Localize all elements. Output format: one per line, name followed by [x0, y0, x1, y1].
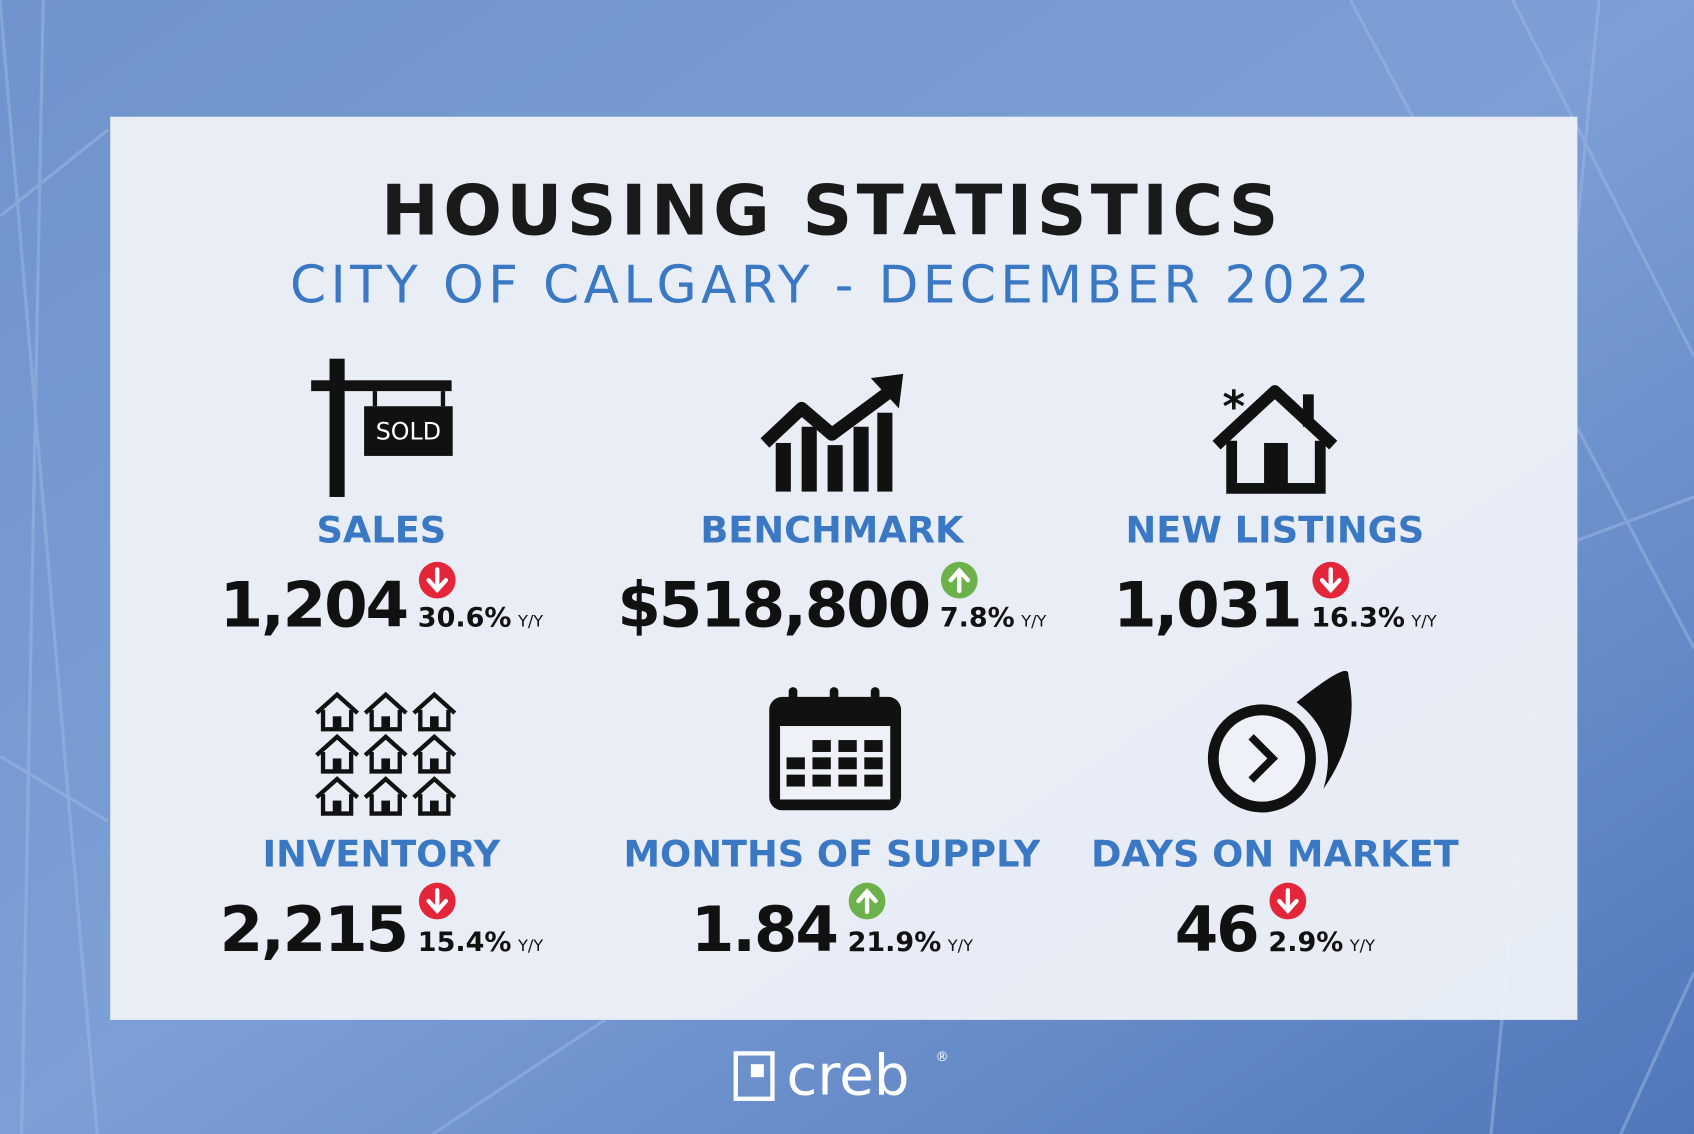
stat-unit: Y/Y: [1410, 612, 1436, 631]
change-arrow: [426, 567, 449, 594]
calendar-cell: [864, 774, 883, 787]
logo-text: creb: [787, 1043, 910, 1108]
stat-label: MONTHS OF SUPPLY: [623, 832, 1040, 875]
small-door: [332, 800, 342, 814]
logo: creb ®: [733, 1043, 949, 1108]
small-door: [429, 800, 439, 814]
stat-unit: Y/Y: [517, 612, 543, 631]
sold-text: SOLD: [376, 418, 441, 446]
change-arrow: [856, 888, 878, 915]
stat-change: 16.3%: [1311, 603, 1405, 634]
stat-label: NEW LISTINGS: [1126, 508, 1425, 551]
calendar-cell: [864, 757, 883, 770]
small-door: [429, 758, 439, 772]
stat-label: INVENTORY: [263, 832, 501, 875]
stat-unit: Y/Y: [1349, 936, 1375, 955]
svg-text:*: *: [1223, 382, 1246, 432]
stat-value: $518,800: [617, 569, 929, 642]
icon-calendar: [769, 687, 902, 811]
stats: SALES 1,204 30.6% Y/Y BENCHMARK $518,800 7.8% Y…: [220, 508, 1459, 965]
calendar-cell: [838, 740, 857, 752]
small-door: [381, 800, 391, 814]
logo-mark: ®: [936, 1050, 949, 1065]
stat-value: 2,215: [220, 893, 407, 966]
stat-label: BENCHMARK: [700, 508, 965, 551]
stat-change: 7.8%: [940, 603, 1015, 634]
title: HOUSING STATISTICS: [381, 171, 1283, 251]
change-arrow: [948, 567, 971, 594]
calendar-cell: [812, 774, 831, 787]
small-door: [381, 758, 391, 772]
stat-unit: Y/Y: [517, 936, 543, 955]
calendar-cell: [812, 740, 831, 752]
change-arrow: [1277, 888, 1299, 915]
calendar-cell: [786, 774, 805, 787]
small-door: [429, 716, 439, 730]
stat-change: 2.9%: [1268, 927, 1343, 958]
calendar-cell: [812, 757, 831, 770]
change-arrow: [426, 888, 449, 915]
small-door: [381, 716, 391, 730]
stat-value: 46: [1175, 893, 1258, 966]
icon-sold-sign: SOLD: [311, 358, 453, 497]
stat-change: 21.9%: [848, 927, 942, 958]
stat-unit: Y/Y: [947, 936, 973, 955]
subtitle: CITY OF CALGARY - DECEMBER 2022: [290, 256, 1374, 316]
icon-growth: [760, 373, 904, 492]
stat-change: 30.6%: [418, 603, 512, 634]
icon-houses: [315, 691, 457, 816]
icon-clock: [1207, 670, 1352, 813]
calendar-cell: [838, 757, 857, 770]
calendar-cell: [864, 740, 883, 752]
change-arrow: [1319, 567, 1342, 594]
icon-house: *: [1212, 382, 1338, 494]
stat-change: 15.4%: [418, 927, 512, 958]
stat-label: SALES: [316, 508, 446, 551]
stat-label: DAYS ON MARKET: [1091, 832, 1459, 875]
calendar-cell: [838, 774, 857, 787]
small-door: [332, 716, 342, 730]
stat-value: 1,204: [220, 569, 407, 642]
stat-value: 1.84: [691, 893, 837, 966]
stat-unit: Y/Y: [1020, 612, 1046, 631]
stat-value: 1,031: [1113, 569, 1300, 642]
small-door: [332, 758, 342, 772]
calendar-cell: [786, 757, 805, 770]
